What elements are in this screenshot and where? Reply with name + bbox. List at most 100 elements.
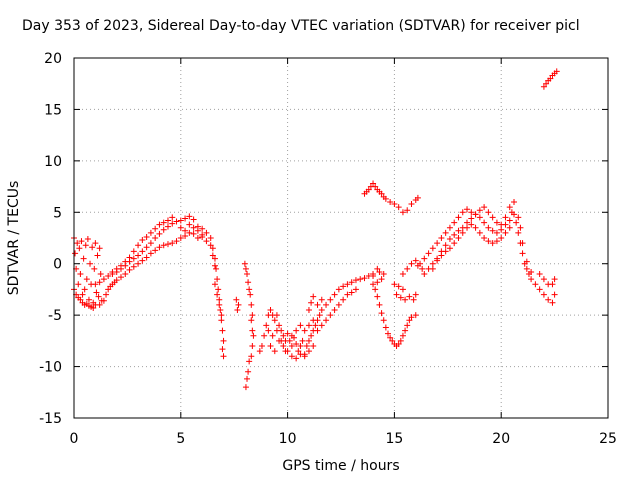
data-point (242, 265, 249, 272)
data-point (233, 296, 240, 303)
data-point (310, 343, 317, 349)
data-point (513, 219, 520, 226)
data-point (267, 307, 274, 313)
data-point (551, 291, 558, 298)
data-point (357, 276, 364, 283)
data-point (130, 248, 137, 255)
data-point (211, 262, 218, 269)
data-point (532, 281, 539, 288)
data-point (310, 293, 317, 300)
data-point (182, 215, 189, 222)
data-point (177, 235, 184, 241)
data-point (214, 276, 221, 283)
data-point (81, 286, 88, 293)
data-point (130, 255, 137, 262)
data-point (406, 293, 413, 300)
data-point (256, 348, 263, 355)
data-point (139, 257, 146, 264)
data-point (117, 262, 124, 269)
data-point (446, 245, 453, 252)
data-point (391, 201, 398, 208)
data-point (218, 317, 225, 324)
data-point (273, 327, 280, 334)
data-point (97, 271, 104, 277)
data-point (261, 332, 268, 339)
data-point (540, 83, 547, 90)
data-point (481, 204, 488, 211)
data-point (297, 343, 304, 349)
data-point (122, 258, 129, 265)
data-point (370, 273, 377, 280)
data-point (263, 322, 270, 329)
data-point (348, 279, 355, 286)
data-point (352, 286, 359, 293)
data-point (78, 238, 85, 245)
data-point (365, 186, 372, 193)
data-point (421, 255, 428, 262)
data-point (429, 265, 436, 272)
data-point (113, 265, 120, 272)
data-point (156, 221, 163, 228)
data-point (220, 337, 227, 344)
data-point (135, 252, 142, 259)
data-point (528, 276, 535, 283)
data-point (318, 322, 325, 329)
data-point (284, 330, 291, 337)
data-point (344, 291, 351, 298)
y-tick-label: -15 (39, 411, 62, 427)
data-point (429, 245, 436, 252)
data-point (249, 343, 256, 349)
data-point (459, 209, 466, 216)
data-point (506, 217, 513, 224)
data-point (211, 255, 218, 262)
data-point (308, 332, 315, 339)
y-tick-label: 10 (44, 154, 62, 170)
data-point (177, 224, 184, 231)
data-point (245, 368, 252, 375)
data-point (77, 271, 84, 277)
data-point (378, 190, 385, 197)
data-point (147, 250, 154, 257)
data-point (130, 263, 137, 270)
data-point (468, 221, 475, 228)
data-point (408, 201, 415, 208)
data-point (489, 240, 496, 247)
x-tick-label: 0 (70, 431, 79, 447)
data-point (135, 260, 142, 267)
data-point (370, 180, 377, 187)
data-point (476, 214, 483, 221)
data-point (517, 224, 524, 231)
data-point (553, 68, 560, 75)
data-point (87, 260, 94, 267)
data-point (94, 252, 101, 259)
data-point (468, 215, 475, 222)
x-tick-label: 25 (599, 431, 617, 447)
data-point (410, 296, 417, 303)
data-point (327, 296, 334, 303)
data-point (76, 245, 83, 252)
data-point (295, 348, 302, 355)
data-point (408, 260, 415, 267)
data-point (113, 277, 120, 284)
data-point (280, 332, 287, 339)
data-point (519, 250, 526, 257)
data-point (376, 301, 383, 308)
data-point (209, 252, 216, 259)
data-point (297, 322, 304, 329)
data-point (528, 268, 535, 275)
data-point (305, 348, 312, 355)
y-tick-label: -5 (48, 308, 62, 324)
data-point (234, 307, 241, 313)
data-point (502, 214, 509, 221)
data-point (493, 219, 500, 226)
y-tick-label: -10 (39, 360, 62, 376)
data-point (374, 293, 381, 300)
data-point (485, 238, 492, 245)
data-point (96, 245, 103, 252)
data-point (370, 281, 377, 288)
data-point (397, 337, 404, 344)
data-point (335, 301, 342, 308)
data-point (143, 254, 150, 261)
data-point (308, 299, 315, 306)
data-point (340, 283, 347, 290)
